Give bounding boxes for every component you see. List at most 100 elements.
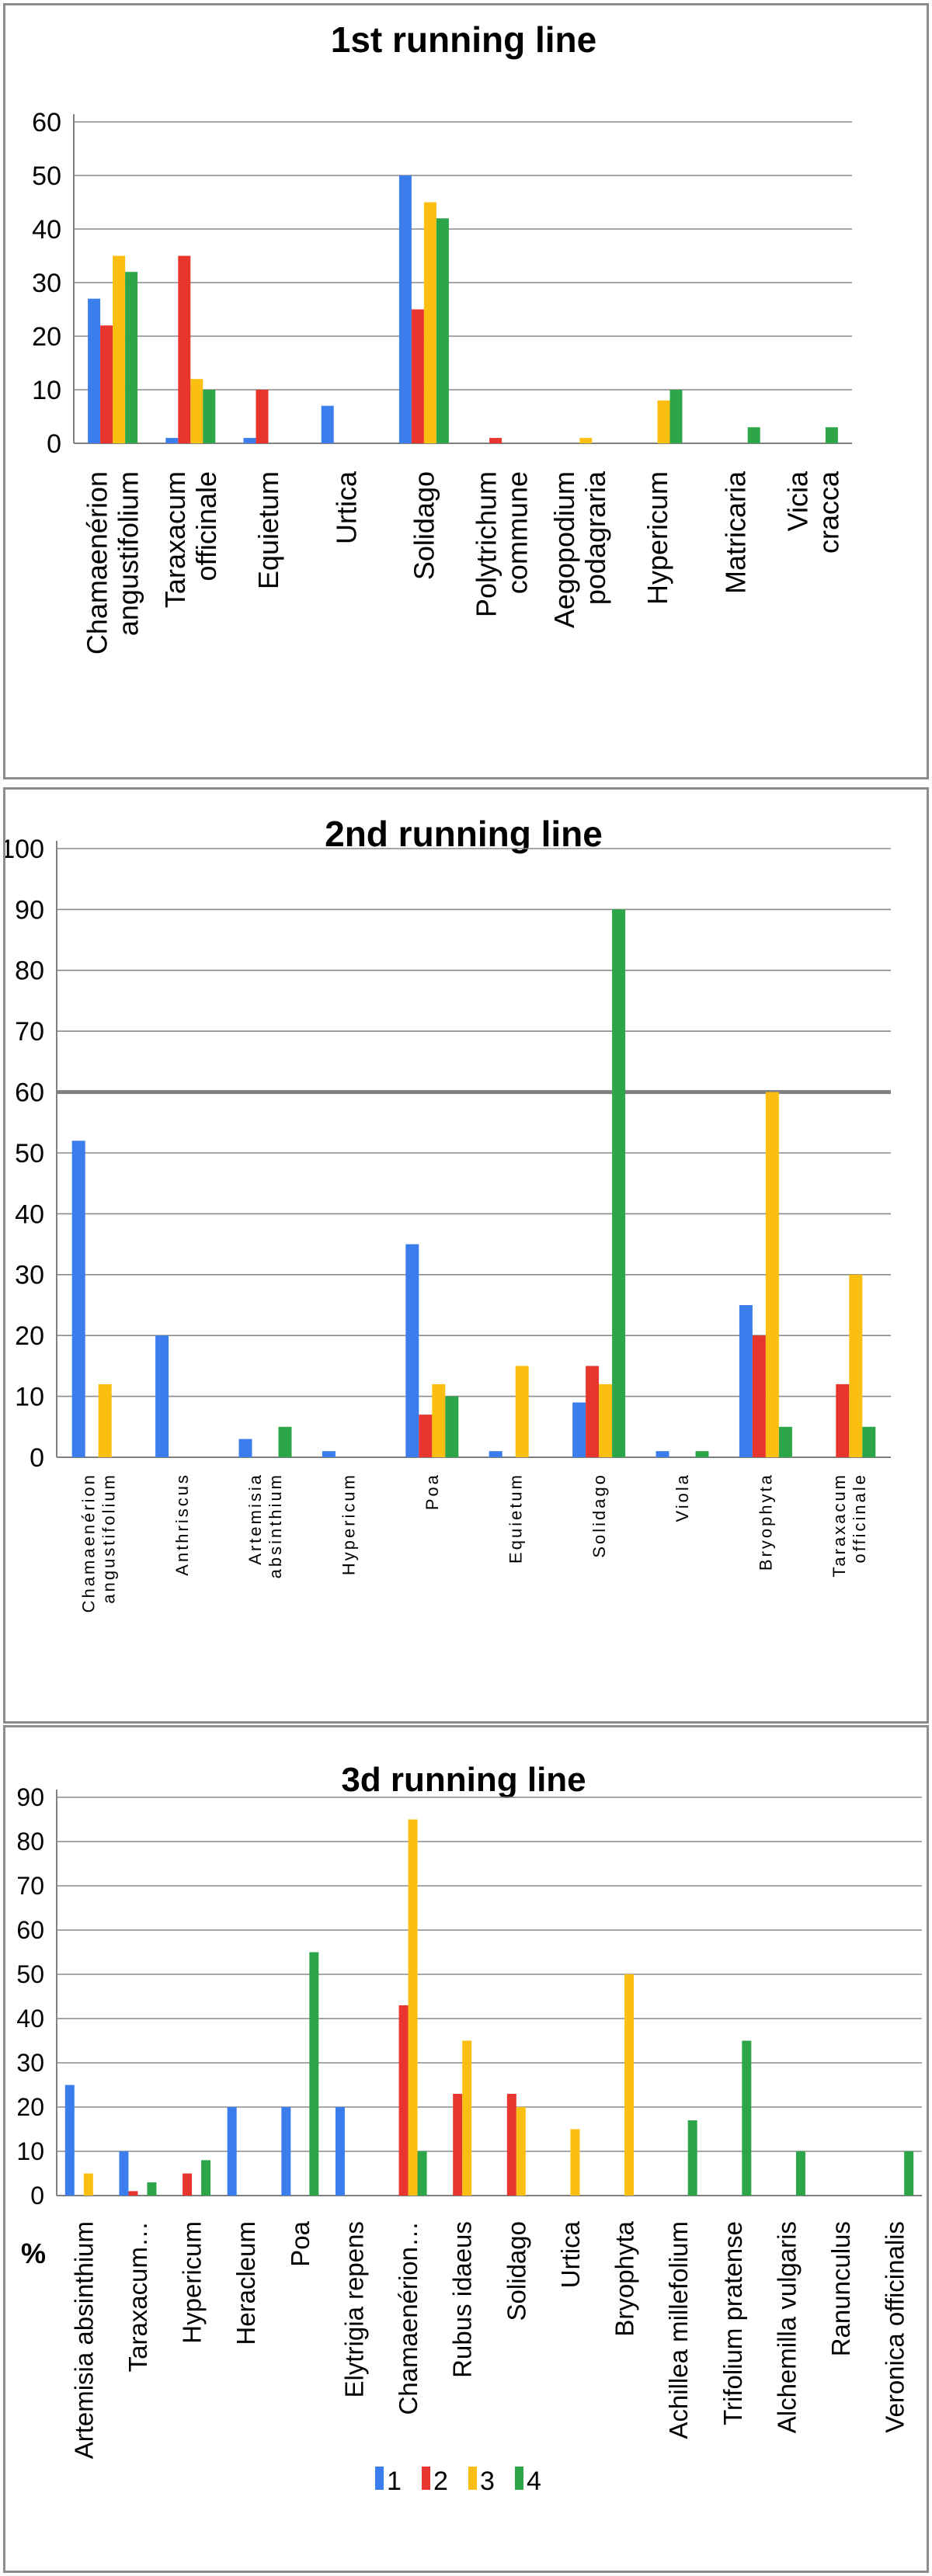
- x-category-label: Chamaenérion…: [394, 2221, 423, 2415]
- x-category-label: Hypericum: [339, 1473, 359, 1575]
- legend-swatch-3: [468, 2467, 477, 2490]
- legend-swatch-4: [515, 2467, 523, 2490]
- bar-series-2-7: [586, 1366, 600, 1457]
- y-tick-label: 10: [16, 2137, 44, 2165]
- bar-series-3-8: [462, 2040, 472, 2196]
- x-category-label: Aegopodiumpodagraria: [548, 470, 611, 628]
- bar-series-2-1: [100, 325, 113, 443]
- x-category-label: Solidago: [409, 471, 440, 580]
- x-category-label: Urtica: [556, 2220, 585, 2288]
- bar-series-4-2: [203, 390, 216, 443]
- x-category-label: Taraxacumofficinale: [829, 1473, 869, 1578]
- bar-series-2-3: [183, 2173, 193, 2196]
- bar-series-1-2: [119, 2151, 129, 2196]
- bar-series-3-10: [849, 1274, 863, 1457]
- bar-series-4-7: [417, 2151, 427, 2196]
- x-category-label: Equietum: [252, 471, 284, 589]
- x-category-label: Taraxacum…: [123, 2221, 152, 2372]
- bar-series-1-3: [243, 438, 256, 443]
- bar-series-3-1: [98, 1383, 112, 1457]
- legend-label-2: 2: [433, 2467, 448, 2496]
- x-category-label: Alchemilla vulgaris: [772, 2221, 801, 2433]
- y-tick-label: 20: [32, 322, 61, 352]
- x-category-label: Hypericum: [642, 471, 673, 605]
- bar-series-4-10: [825, 427, 838, 443]
- legend-swatch-2: [422, 2467, 430, 2490]
- x-category-label: Bryophyta: [610, 2220, 639, 2336]
- y-tick-label: 90: [16, 1783, 44, 1811]
- bar-series-4-5: [436, 218, 449, 443]
- bar-series-1-8: [656, 1451, 669, 1457]
- bar-series-4-3: [278, 1426, 292, 1457]
- x-category-label: Equietum: [506, 1473, 525, 1564]
- bar-series-2-10: [836, 1383, 850, 1457]
- y-tick-label: 50: [16, 1960, 44, 1988]
- chart-title: 2nd running line: [325, 814, 603, 854]
- y-tick-label: 40: [16, 2005, 44, 2033]
- x-category-label: Artemisia absinthium: [69, 2221, 98, 2459]
- y-tick-label: 60: [32, 108, 61, 137]
- x-category-label: Veronica officinalis: [881, 2221, 909, 2433]
- bar-series-3-7: [579, 438, 593, 443]
- x-category-label: Hypericum: [178, 2221, 207, 2344]
- bar-series-3-7: [599, 1383, 613, 1457]
- legend-label-1: 1: [387, 2467, 402, 2496]
- bar-series-2-6: [489, 438, 503, 443]
- bar-series-4-10: [862, 1426, 876, 1457]
- y-tick-label: 30: [15, 1261, 44, 1290]
- x-category-label: Heracleum: [231, 2221, 260, 2345]
- x-category-label: Bryophyta: [756, 1473, 776, 1571]
- bar-series-1-2: [155, 1335, 169, 1457]
- x-category-label: Ranunculus: [826, 2221, 855, 2356]
- bar-series-4-1: [125, 272, 138, 443]
- y-tick-label: 80: [16, 1828, 44, 1856]
- bar-series-1-2: [165, 438, 179, 443]
- y-tick-label: 80: [15, 956, 44, 986]
- y-tick-label: 0: [30, 1443, 44, 1473]
- y-tick-label: 10: [15, 1383, 44, 1412]
- x-category-label: Poa: [286, 2220, 315, 2266]
- bar-series-1-6: [335, 2107, 345, 2196]
- bar-series-4-14: [795, 2151, 805, 2196]
- x-category-label: Polytrichumcommune: [471, 471, 534, 617]
- chart-3: 3d running line 0 10 20 30 40 50 60 70 80 90 Artemi…: [16, 1761, 922, 2496]
- y-tick-label: 20: [15, 1321, 44, 1351]
- y-tick-label: 90: [15, 895, 44, 925]
- y-tick-label: 40: [32, 215, 61, 245]
- x-category-label: Anthriscus: [172, 1473, 192, 1576]
- chart-panel-3: 3d running line 0 10 20 30 40 50 60 70 80 90 Artemi…: [3, 1725, 929, 2573]
- bar-series-1-4: [227, 2107, 237, 2196]
- x-category-label: Achillea millefolium: [664, 2221, 693, 2439]
- x-category-label: Viola: [673, 1473, 692, 1522]
- x-category-label: Trifolium pratense: [718, 2221, 747, 2425]
- bar-series-2-3: [256, 390, 269, 443]
- bar-series-3-11: [624, 1974, 635, 2196]
- x-category-label: Solidago: [502, 2221, 530, 2321]
- bar-series-3-1: [83, 2173, 93, 2196]
- bar-series-4-2: [147, 2182, 157, 2196]
- y-tick-label: 100: [5, 835, 44, 864]
- bar-series-2-5: [419, 1415, 433, 1457]
- x-category-label: Urtica: [330, 470, 362, 544]
- y-tick-label: 10: [32, 376, 61, 405]
- bar-series-3-2: [190, 379, 203, 443]
- bar-series-2-2: [178, 255, 191, 443]
- bar-series-3-1: [113, 255, 126, 443]
- bar-series-4-3: [201, 2160, 211, 2196]
- bar-series-4-7: [612, 909, 626, 1457]
- chart-1: 1st running line 0 10 20 30 40 50 60 Chamaenério…: [32, 19, 852, 654]
- x-category-label: Viciacracca: [782, 470, 845, 554]
- bar-series-3-7: [408, 1819, 418, 2196]
- chart-2: 2nd running line 0 10 20 30 40 50 60 70 80 90 100 Ch…: [5, 814, 891, 1613]
- y-tick-label: 60: [15, 1078, 44, 1108]
- y-tick-label: 60: [16, 1916, 44, 1944]
- y-tick-label: 50: [15, 1139, 44, 1168]
- chart-panel-2: 2nd running line 0 10 20 30 40 50 60 70 80 90 100 Ch…: [3, 787, 929, 1724]
- bar-series-3-5: [432, 1383, 446, 1457]
- bar-series-1-4: [321, 405, 334, 443]
- bar-series-2-5: [411, 309, 424, 443]
- bar-series-3-6: [515, 1366, 529, 1457]
- bar-series-2-2: [128, 2191, 138, 2196]
- y-tick-label: 0: [47, 429, 61, 459]
- y-tick-label: 30: [16, 2049, 44, 2077]
